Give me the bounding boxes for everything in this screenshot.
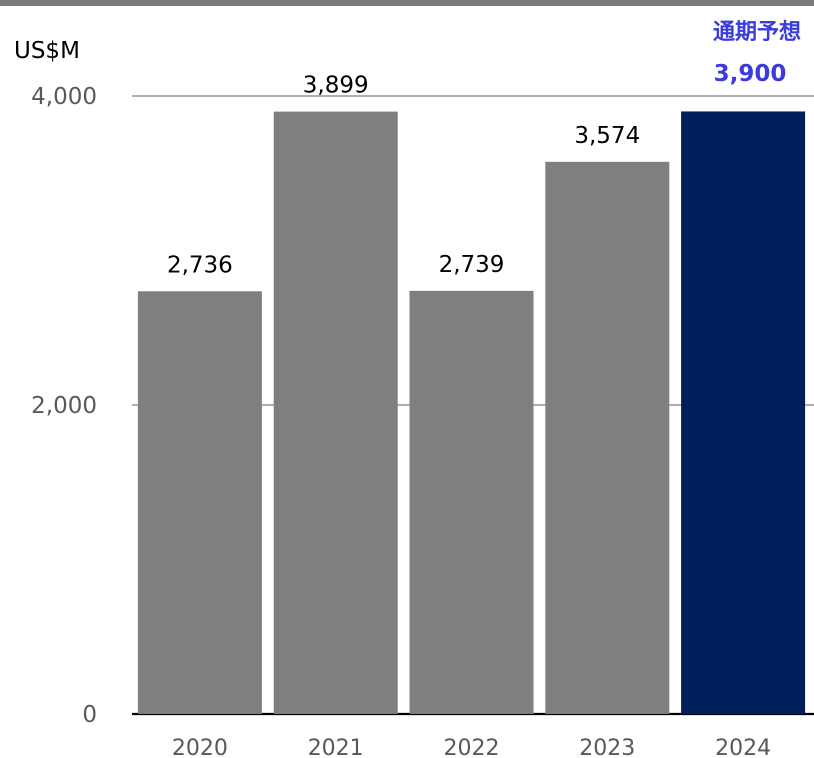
forecast-value-label: 3,900 xyxy=(714,61,787,87)
bar-value-label: 2,736 xyxy=(167,252,233,278)
y-tick-label: 0 xyxy=(82,702,97,728)
y-tick-label: 4,000 xyxy=(31,84,97,110)
bars xyxy=(137,111,806,715)
y-tick-label: 2,000 xyxy=(31,393,97,419)
bar-value-label: 3,574 xyxy=(574,123,640,149)
labels: 0 2,000 4,000 2,736 2020 3,899 2021 2,739 2022 3,… xyxy=(31,73,771,758)
forecast-label: 通期予想 xyxy=(713,20,801,45)
bar-value-label: 3,899 xyxy=(303,73,369,99)
bar xyxy=(273,111,398,715)
x-tick-label: 2024 xyxy=(715,736,771,758)
bar xyxy=(545,161,670,714)
bar-forecast xyxy=(681,111,806,714)
bar-value-label: 2,739 xyxy=(439,252,505,278)
bar xyxy=(409,290,534,714)
x-tick-label: 2021 xyxy=(308,736,364,758)
bar xyxy=(137,291,262,714)
top-rule xyxy=(0,0,814,6)
x-tick-label: 2020 xyxy=(172,736,228,758)
y-axis-unit: US$M xyxy=(14,38,80,64)
x-tick-label: 2023 xyxy=(579,736,635,758)
x-tick-label: 2022 xyxy=(444,736,500,758)
